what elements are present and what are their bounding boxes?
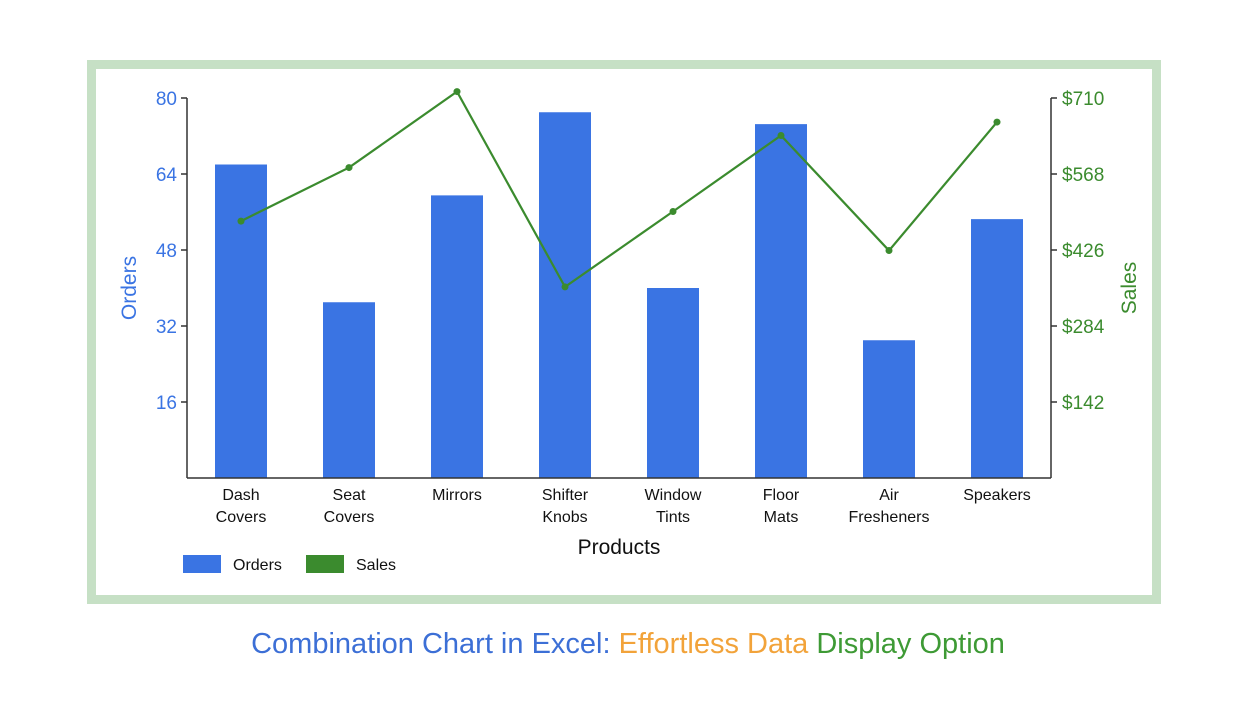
right-tick-label-1: $284 [1062,317,1105,338]
caption-part-2: Effortless Data [618,628,817,660]
left-axis-title: Orders [118,256,141,320]
sales-line [240,89,998,289]
bar-orders-6 [863,340,915,478]
bar-orders-4 [647,288,699,478]
sales-point-3 [561,283,569,291]
category-label-3-1: Knobs [542,509,587,526]
category-label-1-0: Seat [333,487,366,504]
chart-frame: 16 32 48 64 80 $142 $284 $426 $568 $710 Dash Covers… [87,60,1161,604]
category-label-7-0: Speakers [963,487,1031,504]
right-tick-label-3: $568 [1062,165,1104,186]
category-label-4-1: Tints [656,509,690,526]
left-tick-label-4: 80 [156,89,177,110]
sales-point-2 [453,88,461,96]
left-tick-label-0: 16 [156,393,177,414]
category-label-3-0: Shifter [542,487,589,504]
category-label-5-0: Floor [763,487,800,504]
category-label-5-1: Mats [764,509,799,526]
legend-swatch-sales [306,555,344,573]
sales-point-4 [669,207,677,215]
right-tick-label-2: $426 [1062,241,1104,262]
category-label-6-1: Fresheners [849,509,930,526]
bar-orders-5 [755,124,807,478]
sales-point-1 [345,164,353,172]
category-label-0-1: Covers [216,509,267,526]
category-label-2-0: Mirrors [432,487,482,504]
sales-point-0 [237,217,245,225]
legend-label-orders: Orders [233,557,282,574]
bar-orders-0 [215,164,267,478]
caption-part-1: Combination Chart in Excel: [251,628,619,660]
legend-swatch-orders [183,555,221,573]
legend-label-sales: Sales [356,557,396,574]
left-tick-label-2: 48 [156,241,177,262]
combination-chart: 16 32 48 64 80 $142 $284 $426 $568 $710 Dash Covers… [118,88,1141,574]
caption: Combination Chart in Excel: Effortless D… [0,628,1256,661]
right-tick-label-4: $710 [1062,89,1104,110]
category-label-1-1: Covers [324,509,375,526]
bar-orders-2 [431,195,483,478]
category-label-0-0: Dash [222,487,259,504]
sales-point-7 [993,118,1001,126]
category-label-4-0: Window [645,487,702,504]
bar-orders-3 [539,112,591,478]
right-axis-title: Sales [1118,262,1141,315]
x-axis-title: Products [578,536,661,559]
sales-point-6 [885,247,893,255]
bar-orders-7 [971,219,1023,478]
left-tick-label-3: 64 [156,165,178,186]
category-label-6-0: Air [879,487,899,504]
bar-orders-1 [323,302,375,478]
left-tick-label-1: 32 [156,317,177,338]
sales-point-5 [777,131,785,139]
caption-part-3: Display Option [816,628,1005,660]
right-tick-label-0: $142 [1062,393,1104,414]
